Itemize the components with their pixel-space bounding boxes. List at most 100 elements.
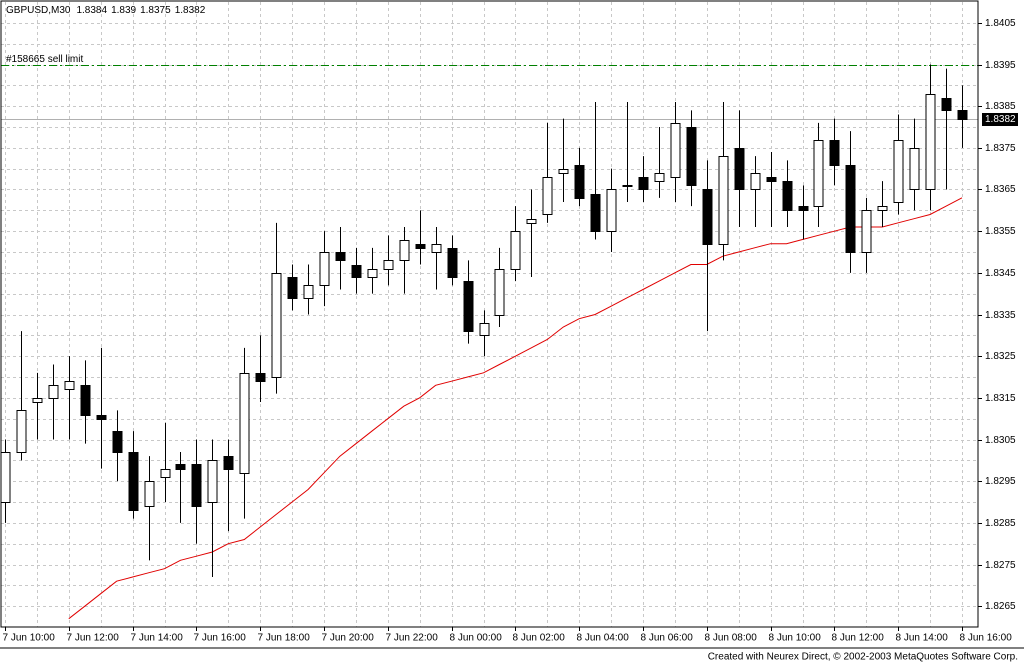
- chart-header: GBPUSD,M30 1.8384 1.839 1.8375 1.8382: [6, 5, 206, 16]
- axes: 1.8405 1.8395 1.8385 1.8375 1.8365 1.8355 1.83…: [3, 18, 1018, 644]
- candle-body: [160, 469, 171, 478]
- footer: Created with Neurex Direct, © 2002-2003 …: [708, 652, 1018, 663]
- candle-body: [670, 123, 681, 178]
- candle-body: [80, 385, 91, 416]
- y-tick-label: 1.8355: [985, 226, 1016, 237]
- x-tick-label: 8 Jun 16:00: [960, 633, 1013, 644]
- x-tick-label: 7 Jun 10:00: [3, 633, 56, 644]
- candle-body: [845, 165, 856, 253]
- candle-body: [494, 269, 505, 316]
- candle-body: [750, 173, 761, 190]
- candle-body: [622, 185, 633, 187]
- header-close: 1.8382: [175, 5, 206, 16]
- y-tick-label: 1.8265: [985, 601, 1016, 612]
- candle-body: [319, 252, 330, 286]
- plot-area: #158665 sell limit: [1, 54, 978, 620]
- candle-body: [16, 410, 27, 453]
- candle-body: [590, 194, 601, 232]
- y-tick-label: 1.8325: [985, 351, 1016, 362]
- candle-body: [175, 464, 186, 470]
- bid-marker: [982, 113, 1018, 126]
- candle-body: [96, 415, 107, 420]
- bid-label: 1.8382: [985, 114, 1016, 125]
- candle-body: [638, 177, 649, 190]
- candle-body: [829, 140, 840, 166]
- y-tick-label: 1.8335: [985, 310, 1016, 321]
- x-tick-label: 7 Jun 16:00: [194, 633, 247, 644]
- candle-body: [957, 110, 968, 120]
- x-tick-label: 7 Jun 12:00: [67, 633, 120, 644]
- header-open: 1.8384: [76, 5, 107, 16]
- y-tick-label: 1.8405: [985, 18, 1016, 29]
- candle-body: [1, 452, 11, 503]
- x-tick-label: 8 Jun 10:00: [769, 633, 822, 644]
- candle-body: [271, 273, 282, 378]
- candle-body: [734, 148, 745, 190]
- candle-body: [798, 206, 809, 211]
- candle-body: [48, 385, 59, 399]
- x-tick-label: 7 Jun 14:00: [131, 633, 184, 644]
- candle-body: [510, 231, 521, 270]
- candle-body: [399, 240, 410, 261]
- x-tick-label: 8 Jun 12:00: [832, 633, 885, 644]
- header-high: 1.839: [111, 5, 136, 16]
- candle-body: [782, 181, 793, 211]
- x-tick-label: 7 Jun 20:00: [322, 633, 375, 644]
- candle-body: [861, 210, 872, 253]
- candle-body: [431, 244, 442, 253]
- symbol: GBPUSD,M30: [6, 5, 71, 16]
- candle-body: [287, 277, 298, 299]
- candle-body: [909, 148, 920, 190]
- moving-average: [68, 197, 963, 620]
- y-tick-label: 1.8365: [985, 184, 1016, 195]
- candle-body: [718, 156, 729, 245]
- candle-body: [702, 189, 713, 245]
- candle-body: [255, 373, 266, 382]
- candle-body: [574, 165, 585, 199]
- candle-body: [526, 219, 537, 224]
- y-tick-label: 1.8275: [985, 560, 1016, 571]
- candle-body: [941, 98, 952, 111]
- candle-body: [479, 323, 490, 336]
- y-tick-label: 1.8285: [985, 518, 1016, 529]
- y-tick-label: 1.8315: [985, 393, 1016, 404]
- x-tick-label: 7 Jun 18:00: [258, 633, 311, 644]
- x-tick-label: 7 Jun 22:00: [386, 633, 439, 644]
- candle-body: [925, 94, 936, 190]
- header-low: 1.8375: [140, 5, 171, 16]
- x-tick-label: 8 Jun 00:00: [450, 633, 503, 644]
- candle-body: [877, 206, 888, 211]
- candle-body: [32, 398, 43, 403]
- y-tick-label: 1.8295: [985, 476, 1016, 487]
- x-tick-label: 8 Jun 04:00: [577, 633, 630, 644]
- candle-body: [335, 252, 346, 261]
- y-tick-label: 1.8345: [985, 268, 1016, 279]
- candle-body: [893, 140, 904, 203]
- candle-body: [207, 460, 218, 503]
- sell-limit-label: #158665 sell limit: [6, 54, 83, 65]
- candle-body: [351, 265, 362, 278]
- candle-body: [813, 140, 824, 207]
- x-tick-label: 8 Jun 02:00: [513, 633, 566, 644]
- y-tick-label: 1.8395: [985, 60, 1016, 71]
- y-tick-label: 1.8385: [985, 101, 1016, 112]
- candle-body: [686, 127, 697, 186]
- candle-body: [766, 177, 777, 182]
- x-tick-label: 8 Jun 14:00: [896, 633, 949, 644]
- candle-body: [367, 269, 378, 278]
- candle-body: [463, 281, 474, 332]
- candle-body: [303, 285, 314, 299]
- y-tick-label: 1.8375: [985, 143, 1016, 154]
- candle-body: [144, 481, 155, 507]
- candle-body: [383, 260, 394, 270]
- candle-body: [558, 169, 569, 174]
- candle-body: [447, 248, 458, 278]
- candle-body: [606, 189, 617, 232]
- y-tick-label: 1.8305: [985, 435, 1016, 446]
- candle-body: [112, 431, 123, 453]
- candle-body: [542, 177, 553, 215]
- plot-border: [0, 0, 979, 628]
